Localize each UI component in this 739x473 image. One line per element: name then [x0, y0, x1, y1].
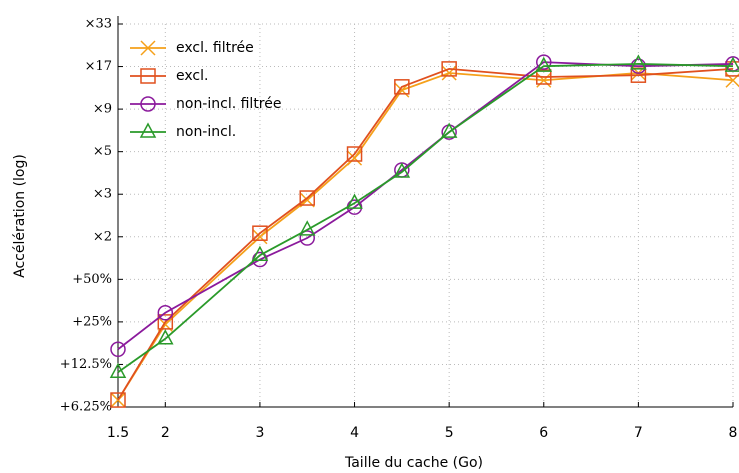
marker [724, 56, 739, 72]
marker [441, 61, 457, 77]
marker [725, 61, 739, 77]
marker [440, 122, 458, 138]
marker [536, 69, 552, 85]
marker [347, 150, 363, 166]
legend-label: non-incl. filtrée [176, 96, 282, 112]
x-tick-label: 3 [255, 425, 264, 441]
x-tick-label: 1.5 [107, 425, 129, 441]
x-axis-label: Taille du cache (Go) [344, 455, 483, 471]
y-tick-label: ×33 [85, 17, 112, 32]
marker [299, 190, 315, 206]
marker [252, 229, 268, 245]
x-tick-label: 6 [539, 425, 548, 441]
marker [140, 96, 156, 112]
marker [252, 225, 268, 241]
marker [157, 329, 174, 345]
marker [535, 56, 553, 72]
marker [393, 162, 411, 178]
y-axis-label: Accélération (log) [12, 154, 28, 278]
marker [109, 362, 127, 379]
marker [536, 54, 552, 70]
y-tick-label: +6.25% [60, 400, 112, 415]
legend-label: excl. [176, 68, 208, 84]
y-tick-label: ×5 [93, 144, 112, 159]
marker [110, 392, 126, 408]
x-tick-label: 5 [445, 425, 454, 441]
y-tick-label: ×2 [93, 229, 112, 244]
legend-label: excl. filtrée [176, 40, 254, 56]
y-tick-label: ×9 [93, 102, 112, 117]
marker [251, 245, 269, 262]
x-tick-label: 4 [350, 425, 359, 441]
marker [346, 193, 363, 209]
x-tick-label: 7 [634, 425, 643, 441]
marker [139, 122, 157, 138]
marker [536, 72, 552, 88]
marker [299, 230, 315, 246]
x-tick-label: 8 [729, 425, 738, 441]
marker [441, 65, 457, 81]
line [117, 67, 734, 401]
marker [157, 305, 174, 321]
line [117, 63, 734, 374]
marker [157, 314, 174, 330]
marker [630, 54, 647, 70]
marker [110, 341, 126, 358]
marker [394, 79, 410, 95]
legend-label: non-incl. [176, 124, 236, 140]
y-tick-label: ×17 [85, 59, 112, 74]
marker [140, 68, 156, 84]
marker [630, 58, 647, 74]
y-tick-label: +25% [72, 314, 112, 329]
y-tick-label: ×3 [93, 187, 112, 202]
legend: excl. filtrée excl. non-incl. filtrée non-i… [130, 40, 282, 140]
x-tick-label: 2 [161, 425, 170, 441]
marker [346, 146, 363, 162]
marker [298, 220, 316, 236]
y-tick-label: +50% [72, 272, 112, 287]
marker [140, 40, 156, 56]
y-tick-label: +12.5% [60, 357, 112, 372]
